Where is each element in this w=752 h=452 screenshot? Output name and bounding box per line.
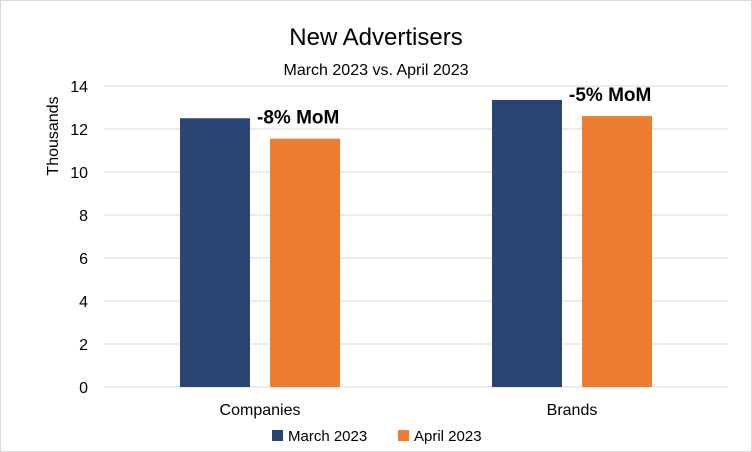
y-tick-label: 10 <box>70 165 88 182</box>
bar-april-companies <box>270 138 340 387</box>
bar-march-companies <box>180 118 250 387</box>
chart-title: New Advertisers <box>289 24 462 51</box>
chart-subtitle: March 2023 vs. April 2023 <box>284 62 469 79</box>
legend-label: April 2023 <box>414 428 482 445</box>
legend-swatch <box>272 430 283 441</box>
bar-march-brands <box>492 99 562 387</box>
y-tick-label: 0 <box>79 380 88 397</box>
bars <box>180 99 652 387</box>
annotations: -8% MoM -5% MoM <box>257 85 651 129</box>
x-tick-label: Companies <box>220 402 301 419</box>
mom-annotation: -5% MoM <box>569 85 651 106</box>
legend-swatch <box>398 430 409 441</box>
legend: March 2023 April 2023 <box>272 428 482 445</box>
y-tick-label: 14 <box>70 79 88 96</box>
legend-label: March 2023 <box>288 428 367 445</box>
y-tick-label: 8 <box>79 208 88 225</box>
x-tick-labels: Companies Brands <box>220 402 598 419</box>
y-tick-labels: 0 2 4 6 8 10 12 14 <box>70 79 88 397</box>
mom-annotation: -8% MoM <box>257 108 339 129</box>
y-tick-label: 6 <box>79 251 88 268</box>
bar-april-brands <box>582 116 652 387</box>
x-tick-label: Brands <box>547 402 598 419</box>
y-tick-label: 4 <box>79 294 88 311</box>
y-tick-label: 12 <box>70 122 88 139</box>
y-tick-label: 2 <box>79 337 88 354</box>
y-axis-label: Thousands <box>45 96 62 175</box>
